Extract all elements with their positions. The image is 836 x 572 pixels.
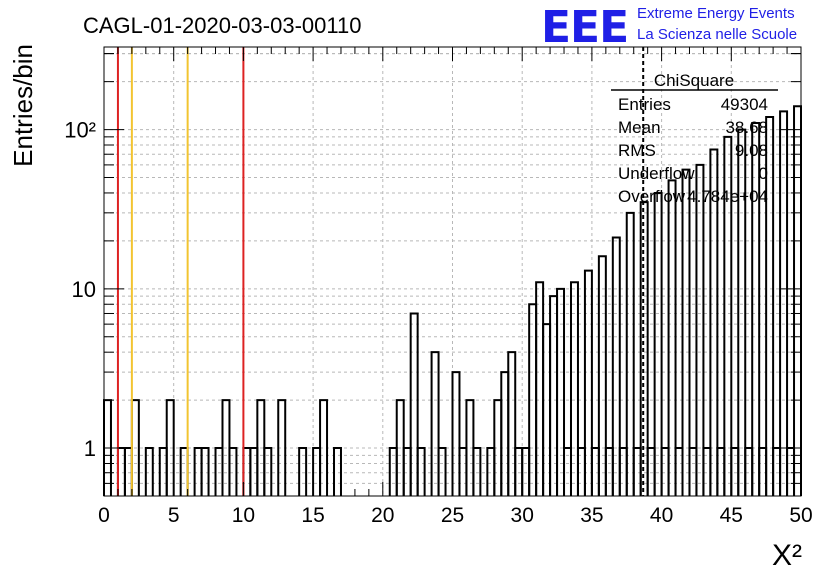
y-tick-label: 10 xyxy=(72,277,96,302)
y-tick-label: 10² xyxy=(64,118,96,143)
stats-value-overflow: 4.784e+04 xyxy=(687,187,768,206)
histogram-bin xyxy=(165,399,175,496)
histogram-bin xyxy=(228,447,238,496)
stats-label-mean: Mean xyxy=(618,118,661,137)
histogram-bin xyxy=(333,447,342,496)
histogram-bin xyxy=(765,115,775,496)
histogram-bin xyxy=(556,287,566,496)
histogram-bin xyxy=(549,295,559,496)
histogram-bin xyxy=(430,351,440,496)
histogram-bin xyxy=(723,135,733,496)
x-tick-label: 5 xyxy=(168,504,180,527)
stats-box: ChiSquare Entries 49304 Mean 38.68 RMS 9… xyxy=(611,71,778,206)
x-tick-label: 50 xyxy=(789,504,812,527)
histogram-bin xyxy=(277,399,287,496)
histogram-bin xyxy=(597,255,607,496)
histogram-bin xyxy=(583,269,593,496)
x-tick-label: 20 xyxy=(371,504,394,527)
histogram-bin xyxy=(472,447,482,496)
histogram-bin xyxy=(751,121,761,496)
stats-value-entries: 49304 xyxy=(721,95,768,114)
x-tick-label: 25 xyxy=(441,504,464,527)
stats-box-title: ChiSquare xyxy=(654,71,734,90)
histogram-bin xyxy=(144,447,154,496)
x-tick-label: 10 xyxy=(232,504,255,527)
histogram-bin xyxy=(653,191,663,496)
reference-lines xyxy=(116,47,645,496)
eee-logo: EEE Extreme Energy Events La Scienza nel… xyxy=(541,2,797,53)
histogram-bin xyxy=(451,371,461,496)
eee-logo-line2: La Scienza nelle Scuole xyxy=(637,26,797,43)
histogram-bin xyxy=(625,211,635,496)
x-tick-label: 0 xyxy=(98,504,110,527)
eee-logo-line1: Extreme Energy Events xyxy=(637,5,795,22)
x-axis-title: X² xyxy=(772,539,802,572)
histogram-bin xyxy=(695,163,705,496)
histogram-bin xyxy=(667,179,677,496)
x-tick-label: 35 xyxy=(580,504,603,527)
histogram-bin xyxy=(319,399,329,496)
plot-frame xyxy=(103,46,802,497)
y-tick-labels: 1 10 10² xyxy=(64,118,96,461)
histogram-bin xyxy=(779,110,789,496)
histogram-bin xyxy=(416,447,426,496)
stats-label-entries: Entries xyxy=(618,95,671,114)
histogram-bin xyxy=(263,447,273,496)
axis-ticks xyxy=(103,47,802,496)
histogram-bin xyxy=(409,312,419,496)
chart-title: CAGL-01-2020-03-03-00110 xyxy=(83,13,361,38)
histogram-bin xyxy=(500,371,510,496)
stats-label-rms: RMS xyxy=(618,141,656,160)
stats-label-underflow: Underflow xyxy=(618,164,695,183)
y-tick-label: 1 xyxy=(84,436,96,461)
histogram-bin xyxy=(611,236,621,496)
histogram-bin xyxy=(737,128,747,496)
x-tick-label: 30 xyxy=(511,504,534,527)
eee-logo-mark: EEE xyxy=(541,2,628,53)
histogram-bin xyxy=(507,351,517,496)
histogram-bin xyxy=(298,447,308,496)
y-axis-title: Entries/bin xyxy=(8,44,38,167)
histogram-bin xyxy=(437,447,447,496)
stats-value-underflow: 0 xyxy=(759,164,768,183)
histogram-bin xyxy=(569,281,579,496)
histogram-bin xyxy=(542,323,552,496)
stats-value-mean: 38.68 xyxy=(725,118,768,137)
stats-value-rms: 9.08 xyxy=(735,141,768,160)
x-tick-label: 45 xyxy=(720,504,743,527)
stats-label-overflow: Overflow xyxy=(618,187,686,206)
x-tick-label: 40 xyxy=(650,504,673,527)
x-tick-labels: 0 5 10 15 20 25 30 35 40 45 50 xyxy=(98,504,813,527)
histogram-bin xyxy=(709,148,719,496)
histogram-bins xyxy=(103,105,802,496)
histogram-bin xyxy=(200,447,210,496)
x-tick-label: 15 xyxy=(301,504,324,527)
histogram-bin xyxy=(681,168,691,496)
